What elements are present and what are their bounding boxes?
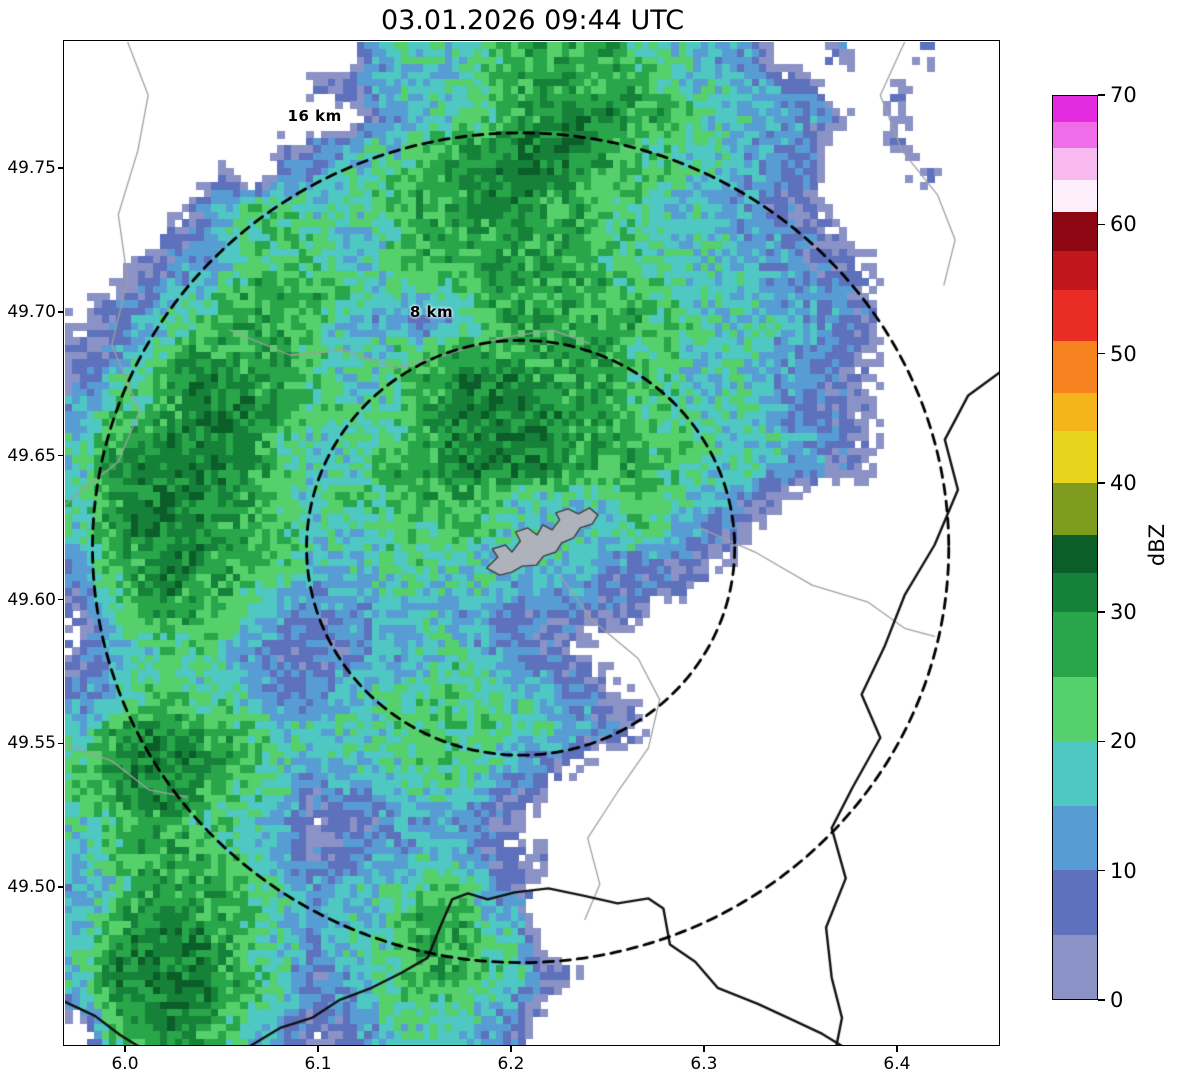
y-axis-tick-label: 49.60 [7, 589, 56, 610]
colorbar-segment [1053, 96, 1097, 122]
x-axis-tick-mark [124, 1046, 126, 1052]
y-axis-tick-mark [58, 742, 64, 745]
colorbar-segment [1053, 121, 1097, 148]
colorbar-segment [1053, 431, 1097, 483]
y-axis-tick-mark [58, 311, 64, 313]
x-axis-tick-label: 6.1 [304, 1054, 332, 1074]
x-axis-tick-mark [703, 1046, 705, 1052]
colorbar-segment [1053, 179, 1097, 213]
x-axis-tick-mark [317, 1046, 319, 1052]
colorbar-tick-label: 50 [1110, 341, 1137, 366]
x-axis-tick-label: 6.3 [690, 1054, 718, 1074]
x-axis-tick-mark [896, 1046, 898, 1052]
x-axis-tick-mark [510, 1046, 512, 1052]
colorbar-segment [1053, 392, 1097, 432]
colorbar [1052, 95, 1098, 1000]
colorbar-tick-label: 30 [1110, 600, 1137, 625]
colorbar-segment [1053, 341, 1097, 393]
colorbar-tick-mark [1098, 870, 1105, 872]
x-axis-tick-label: 6.4 [883, 1054, 911, 1074]
y-axis-tick-mark [58, 454, 64, 457]
y-axis-tick-label: 49.50 [7, 877, 56, 898]
x-axis-tick-label: 6.2 [497, 1054, 525, 1074]
colorbar-segment [1053, 612, 1097, 677]
y-axis-tick-label: 49.65 [7, 445, 56, 466]
colorbar-tick-label: 20 [1110, 729, 1137, 754]
y-axis-tick-mark [58, 598, 64, 601]
range-ring-label-8km: 8 km [409, 303, 454, 322]
colorbar-tick-mark [1098, 352, 1105, 355]
colorbar-tick-mark [1098, 223, 1105, 225]
y-axis-tick-label: 49.55 [7, 733, 56, 754]
y-axis-tick-label: 49.75 [7, 158, 56, 178]
colorbar-tick-mark [1098, 999, 1105, 1001]
colorbar-tick-mark [1098, 740, 1105, 743]
colorbar-tick-mark [1098, 611, 1105, 613]
colorbar-tick-label: 0 [1110, 988, 1124, 1012]
colorbar-tick-mark [1098, 94, 1105, 96]
colorbar-tick-label: 70 [1110, 83, 1137, 107]
plot-title: 03.01.2026 09:44 UTC [380, 5, 685, 36]
y-axis-tick-label: 49.70 [7, 301, 56, 322]
x-axis-tick-label: 6.0 [111, 1054, 139, 1074]
colorbar-segment [1053, 573, 1097, 612]
colorbar-segment [1053, 934, 1097, 999]
colorbar-segment [1053, 250, 1097, 290]
y-axis-tick-mark [58, 167, 64, 169]
colorbar-tick-label: 40 [1110, 470, 1137, 495]
colorbar-tick-mark [1098, 482, 1105, 484]
colorbar-segment [1053, 676, 1097, 741]
colorbar-segment [1053, 147, 1097, 180]
colorbar-tick-label: 60 [1110, 212, 1137, 237]
y-axis-tick-mark [58, 886, 64, 888]
colorbar-segment [1053, 741, 1097, 806]
colorbar-segment [1053, 534, 1097, 574]
colorbar-segment [1053, 483, 1097, 535]
range-ring-label-16km: 16 km [287, 107, 342, 126]
colorbar-segment [1053, 805, 1097, 870]
colorbar-segment [1053, 870, 1097, 935]
radar-map-canvas [65, 42, 1000, 1046]
colorbar-axis-label: dBZ [1145, 523, 1169, 567]
colorbar-segment [1053, 212, 1097, 251]
colorbar-segment [1053, 289, 1097, 342]
colorbar-tick-label: 10 [1110, 858, 1137, 883]
